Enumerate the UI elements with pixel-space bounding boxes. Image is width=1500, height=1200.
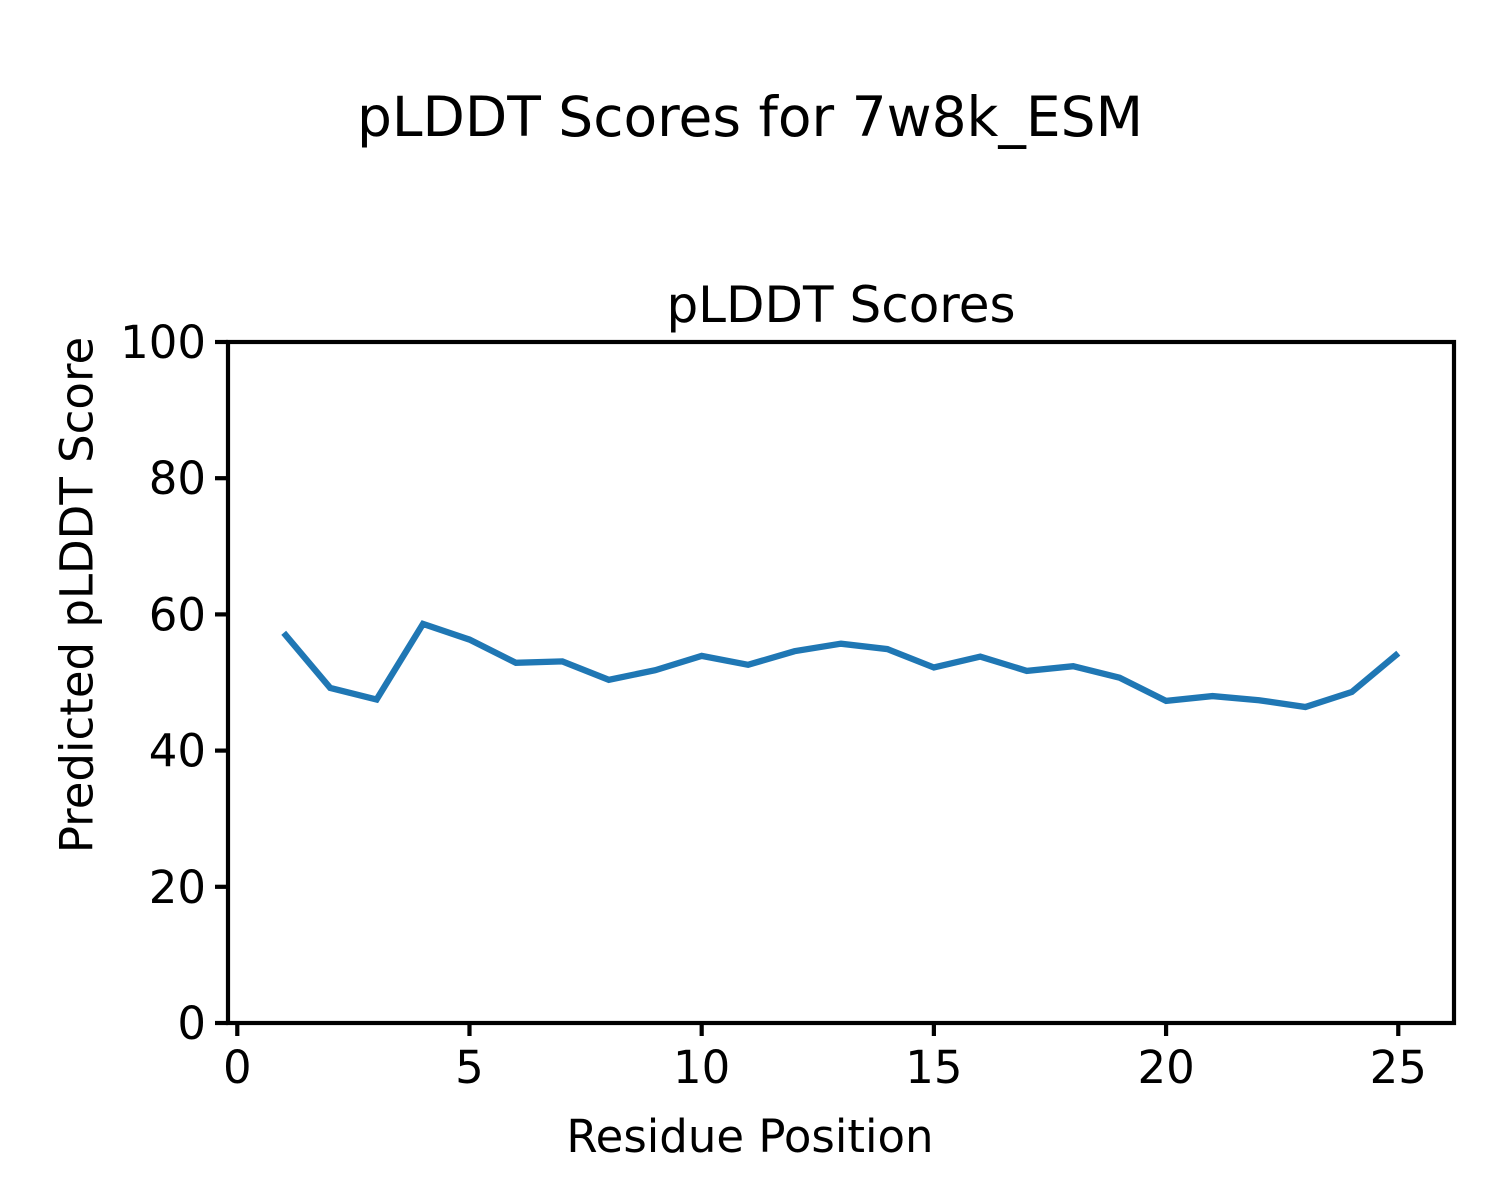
y-tick-label: 40	[149, 725, 206, 778]
y-tick-label: 60	[149, 588, 206, 641]
data-line-pLDDT	[281, 620, 1401, 711]
y-tick-label: 0	[177, 997, 206, 1050]
x-tick-label: 0	[223, 1041, 252, 1094]
y-tick-label: 80	[149, 452, 206, 505]
x-tick-label: 10	[673, 1041, 730, 1094]
y-tick-label: 20	[149, 861, 206, 914]
x-axis-label: Residue Position	[566, 1110, 934, 1163]
axes-spines	[225, 339, 1457, 1026]
y-tick-label: 100	[120, 316, 206, 369]
y-axis-label: Predicted pLDDT Score	[50, 336, 104, 854]
x-tick-label: 5	[455, 1041, 484, 1094]
axes-title: pLDDT Scores	[666, 276, 1016, 334]
x-tick-label: 20	[1137, 1041, 1194, 1094]
x-tick-label: 25	[1370, 1041, 1427, 1094]
figure-title: pLDDT Scores for 7w8k_ESM	[356, 85, 1144, 149]
x-tick-label: 15	[905, 1041, 962, 1094]
